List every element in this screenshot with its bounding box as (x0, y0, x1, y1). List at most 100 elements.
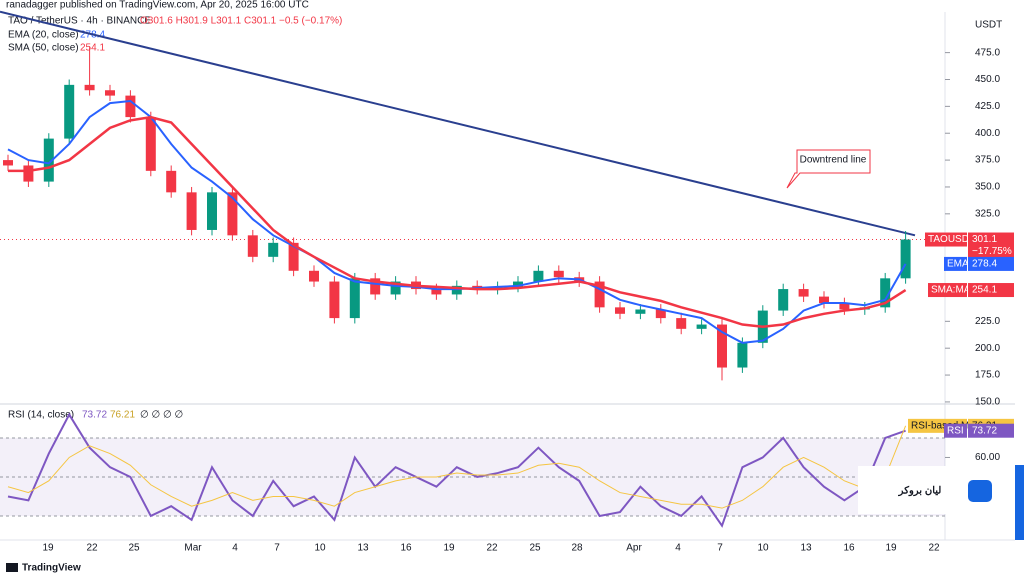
last-price-change: −17.75% (972, 246, 1012, 257)
candle-body (676, 318, 687, 329)
tag-value-box (968, 256, 1014, 271)
candle-body (64, 84, 75, 139)
tag-value: 278.4 (972, 259, 997, 270)
x-tick-label: 16 (400, 543, 412, 554)
rsi-legend-value: 73.72 (82, 410, 107, 421)
y-tick-label: 350.0 (975, 182, 1000, 193)
last-price-value: 301.1 (972, 234, 997, 245)
x-tick-label: 22 (486, 543, 498, 554)
candle-body (186, 192, 197, 230)
candle-body (329, 281, 340, 319)
rsi-ma-legend-value: 76.21 (110, 410, 135, 421)
y-tick-label: 475.0 (975, 47, 1000, 58)
rsi-legend: RSI (14, close) (8, 410, 74, 421)
last-price-name: TAOUSDT (928, 234, 975, 245)
rsi-extra: ∅ ∅ ∅ ∅ (140, 410, 183, 421)
candle-body (125, 95, 136, 118)
candle-body (166, 170, 177, 193)
tag-name: SMA:MA (931, 285, 971, 296)
plot: 60.00150.0175.0200.0225.0250.0275.0300.0… (0, 10, 1014, 554)
y-tick-label: 375.0 (975, 155, 1000, 166)
x-tick-label: 19 (42, 543, 54, 554)
x-tick-label: 13 (800, 543, 812, 554)
x-tick-label: 22 (86, 543, 98, 554)
x-tick-label: 22 (928, 543, 940, 554)
y-tick-label: 450.0 (975, 74, 1000, 85)
x-tick-label: Mar (184, 543, 202, 554)
callout (786, 149, 871, 189)
candle-body (3, 160, 13, 166)
x-tick-label: 10 (757, 543, 769, 554)
ema-legend: EMA (20, close) (8, 30, 79, 41)
side-strip (1015, 465, 1024, 540)
x-tick-label: 25 (529, 543, 541, 554)
tag-name: RSI-based MA (911, 420, 976, 431)
tag-value: 254.1 (972, 285, 997, 296)
y-tick-label: 325.0 (975, 208, 1000, 219)
candle-body (349, 278, 360, 319)
candle-body (227, 192, 238, 236)
candle-body (819, 296, 829, 304)
watermark-icon (968, 480, 992, 502)
candle-body (737, 342, 748, 368)
candle-body (43, 138, 54, 182)
candle-body (696, 324, 707, 329)
tag-value: 73.72 (972, 425, 997, 436)
candle-body (23, 165, 34, 182)
candle-body (451, 285, 462, 295)
candle-body (431, 289, 442, 295)
x-tick-label: 7 (274, 543, 280, 554)
ma-line (8, 115, 907, 328)
x-tick-label: 7 (717, 543, 723, 554)
tag-name-box (928, 283, 967, 298)
x-tick-label: 4 (232, 543, 238, 554)
candle-body (839, 303, 850, 310)
candle-body (84, 84, 95, 91)
x-tick-label: 13 (357, 543, 369, 554)
candle-body (553, 270, 564, 278)
x-tick-label: 16 (843, 543, 855, 554)
candle-body (717, 324, 727, 368)
footer-logo (6, 563, 18, 572)
candle-body (798, 289, 809, 297)
rsi-band (0, 437, 945, 516)
ohlc: O301.6 H301.9 L301.1 C301.1 −0.5 (−0.17%… (140, 16, 342, 27)
symbol: TAO / TetherUS · 4h · BINANCE (8, 16, 151, 27)
candle-body (247, 235, 258, 257)
x-tick-label: Apr (626, 543, 642, 554)
y-tick-label: 175.0 (975, 370, 1000, 381)
tag-name-box (944, 256, 967, 271)
candle-body (513, 281, 523, 287)
tag-name-box (944, 423, 967, 438)
rsi-line (7, 425, 907, 509)
tag-name: RSI (947, 425, 964, 436)
candle-body (655, 309, 666, 319)
x-tick-label: 28 (571, 543, 583, 554)
candle-body (268, 242, 279, 257)
y-tick-label: 225.0 (975, 316, 1000, 327)
x-tick-label: 4 (675, 543, 681, 554)
candle-body (288, 242, 299, 271)
tag-name: EMA (947, 259, 969, 270)
y-tick-label: 425.0 (975, 101, 1000, 112)
publisher: ranadagger published on TradingView.com,… (6, 0, 309, 11)
candle-body (207, 192, 217, 230)
candle-body (615, 307, 625, 314)
currency: USDT (975, 20, 1002, 31)
candle-body (309, 270, 319, 282)
sma-legend: SMA (50, close) (8, 43, 79, 54)
candle-body (880, 278, 891, 308)
x-tick-label: 10 (314, 543, 326, 554)
y-tick-label: 200.0 (975, 343, 1000, 354)
tag-value-box (968, 423, 1014, 438)
y-tick-label: 400.0 (975, 128, 1000, 139)
candle-body (900, 239, 911, 279)
footer-brand: TradingView (22, 563, 81, 574)
watermark-text: لیان بروکر (898, 486, 942, 497)
sma-legend-value: 254.1 (80, 43, 105, 54)
candle-body (778, 289, 789, 311)
downtrend-line (0, 10, 916, 237)
candle-body (390, 281, 401, 295)
candle-body (145, 117, 156, 171)
x-tick-label: 19 (443, 543, 455, 554)
